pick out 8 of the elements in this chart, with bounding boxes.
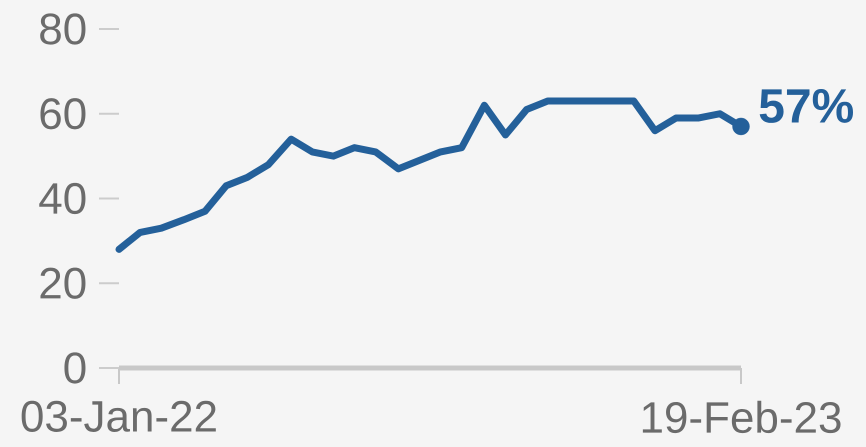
x-tick-label: 03-Jan-22 bbox=[22, 400, 216, 432]
y-tick-label: 20 bbox=[40, 268, 86, 299]
y-tick-label: 40 bbox=[39, 182, 86, 214]
y-tick-label: 0 bbox=[64, 352, 86, 384]
x-tick-label: 19-Feb-23 bbox=[642, 400, 841, 434]
y-tick-label: 80 bbox=[40, 13, 86, 45]
y-tick-label: 60 bbox=[40, 98, 86, 130]
data-label: 57% bbox=[760, 89, 854, 123]
